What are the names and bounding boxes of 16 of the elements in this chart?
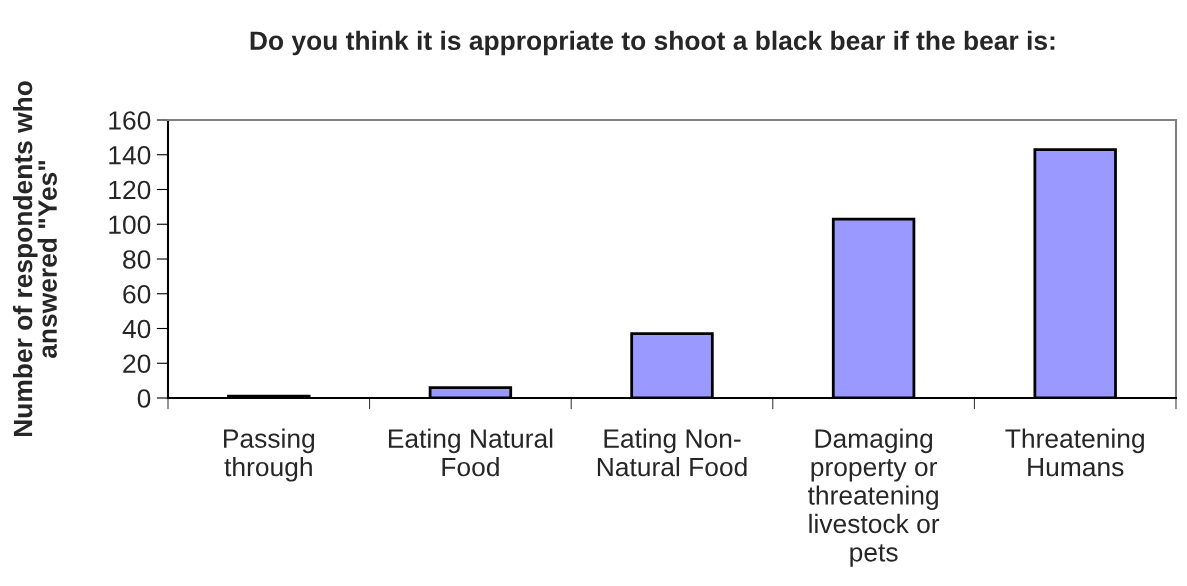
chart-title: Do you think it is appropriate to shoot a black bear if the bear is: (250, 30, 1055, 56)
x-tick-label: Threatening Humans (1005, 428, 1144, 477)
y-axis-title: Number of respondents who answered "Yes" (12, 81, 57, 437)
y-tick-label: 80 (123, 250, 151, 269)
y-tick-label: 20 (123, 354, 151, 374)
x-tick-label: Eating Natural Food (388, 428, 553, 477)
x-tick-label: Passing through (224, 428, 315, 482)
y-tick-label: 160 (109, 111, 151, 130)
y-tick-label: 120 (109, 180, 151, 200)
y-tick-label: 140 (109, 145, 151, 165)
y-tick-label: 60 (123, 284, 151, 304)
y-tick-label: 100 (109, 215, 151, 235)
x-tick-label: Eating Non- Natural Food (597, 428, 747, 477)
x-tick-label: Damaging property or threatening livestock or pets (807, 428, 940, 567)
y-tick-label: 0 (137, 389, 151, 408)
y-tick-label: 40 (122, 319, 151, 339)
